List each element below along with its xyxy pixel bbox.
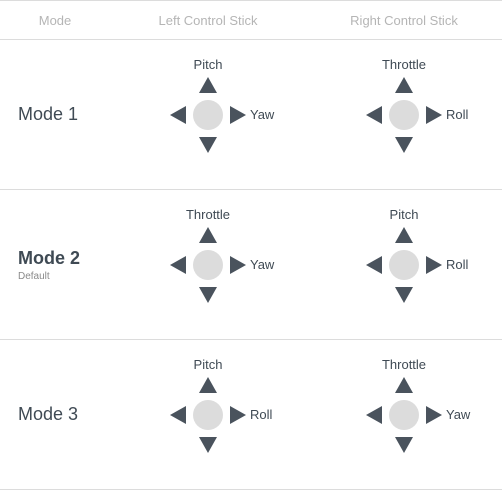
header-left: Left Control Stick [110,13,306,28]
stick-center-icon [193,250,223,280]
left-stick-cell: Throttle Yaw [110,190,306,340]
stick-center-icon [389,100,419,130]
arrow-left-icon [366,106,382,124]
arrow-up-icon [395,377,413,393]
stick-mode-table: Mode Left Control Stick Right Control St… [0,0,502,490]
arrow-right-icon [426,406,442,424]
left-stick-top-label: Pitch [194,57,223,72]
right-stick-top-label: Throttle [382,57,426,72]
arrow-right-icon [230,256,246,274]
right-stick-right-label: Yaw [446,407,470,422]
right-stick: Pitch Roll [344,205,464,325]
arrow-up-icon [199,227,217,243]
arrow-left-icon [170,406,186,424]
arrow-up-icon [395,227,413,243]
right-stick-right-label: Roll [446,107,468,122]
mode-name: Mode 3 [18,404,110,425]
left-stick-top-label: Pitch [194,357,223,372]
arrow-right-icon [426,106,442,124]
mode-subtext: Default [18,271,110,282]
mode-name: Mode 2 [18,248,110,269]
arrow-left-icon [366,406,382,424]
right-stick-right-label: Roll [446,257,468,272]
mode-cell: Mode 3 [0,404,110,425]
table-row: Mode 1 Pitch Yaw Throttle Roll [0,40,502,190]
right-stick-cell: Pitch Roll [306,190,502,340]
arrow-down-icon [199,287,217,303]
left-stick: Pitch Roll [148,355,268,475]
left-stick-cell: Pitch Roll [110,340,306,490]
header-mode: Mode [0,13,110,28]
mode-cell: Mode 1 [0,104,110,125]
arrow-down-icon [395,287,413,303]
arrow-up-icon [199,377,217,393]
stick-center-icon [193,400,223,430]
mode-name: Mode 1 [18,104,110,125]
header-row: Mode Left Control Stick Right Control St… [0,0,502,40]
arrow-right-icon [426,256,442,274]
arrow-down-icon [199,137,217,153]
right-stick: Throttle Yaw [344,355,464,475]
right-stick-top-label: Throttle [382,357,426,372]
arrow-left-icon [366,256,382,274]
table-row: Mode 2 Default Throttle Yaw Pitch Roll [0,190,502,340]
right-stick: Throttle Roll [344,55,464,175]
arrow-right-icon [230,406,246,424]
right-stick-cell: Throttle Yaw [306,340,502,490]
left-stick-cell: Pitch Yaw [110,40,306,190]
arrow-down-icon [395,437,413,453]
left-stick: Throttle Yaw [148,205,268,325]
arrow-up-icon [199,77,217,93]
stick-center-icon [389,400,419,430]
right-stick-top-label: Pitch [390,207,419,222]
left-stick-right-label: Yaw [250,257,274,272]
table-row: Mode 3 Pitch Roll Throttle Yaw [0,340,502,490]
arrow-left-icon [170,106,186,124]
arrow-down-icon [199,437,217,453]
left-stick-right-label: Yaw [250,107,274,122]
left-stick: Pitch Yaw [148,55,268,175]
arrow-left-icon [170,256,186,274]
left-stick-right-label: Roll [250,407,272,422]
stick-center-icon [193,100,223,130]
arrow-up-icon [395,77,413,93]
arrow-down-icon [395,137,413,153]
mode-cell: Mode 2 Default [0,248,110,282]
right-stick-cell: Throttle Roll [306,40,502,190]
stick-center-icon [389,250,419,280]
header-right: Right Control Stick [306,13,502,28]
left-stick-top-label: Throttle [186,207,230,222]
arrow-right-icon [230,106,246,124]
